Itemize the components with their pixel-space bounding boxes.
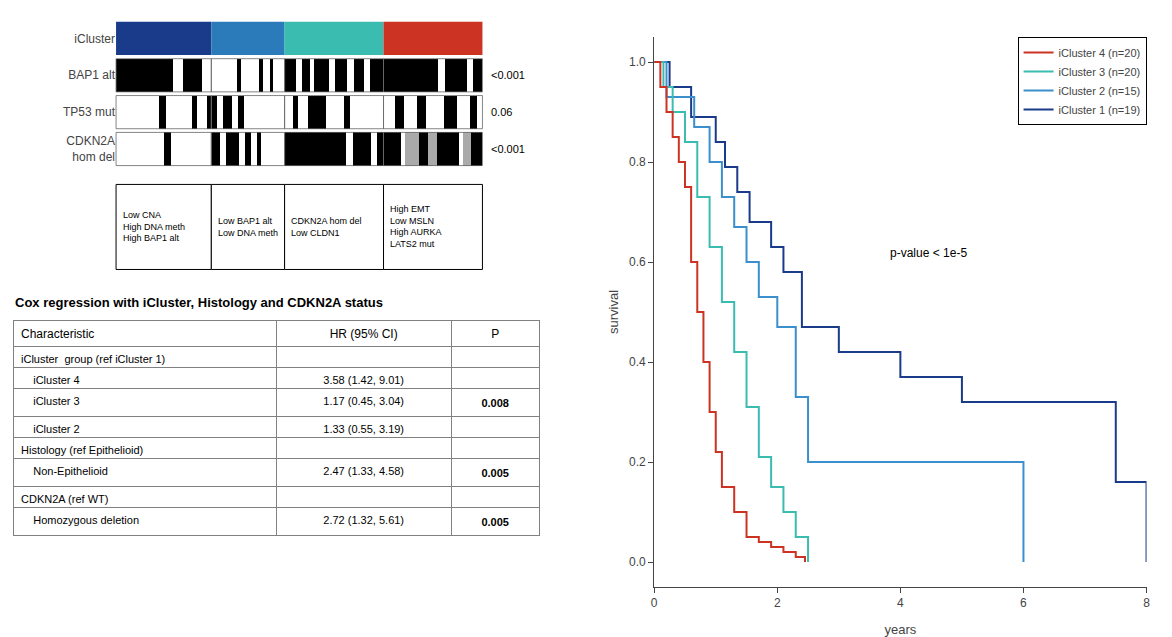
svg-text:0.4: 0.4: [629, 355, 646, 369]
svg-text:Characteristic: Characteristic: [21, 327, 94, 341]
svg-text:CDKN2A hom delLow CLDN1: CDKN2A hom delLow CLDN1: [291, 216, 362, 238]
svg-text:0.0: 0.0: [629, 555, 646, 569]
svg-text:6: 6: [1020, 596, 1027, 610]
svg-text:CDKN2A (ref WT): CDKN2A (ref WT): [21, 493, 108, 505]
svg-text:iCluster 2 (n=15): iCluster 2 (n=15): [1059, 85, 1141, 97]
svg-text:0.06: 0.06: [491, 106, 512, 118]
svg-text:2.72 (1.32, 5.61): 2.72 (1.32, 5.61): [323, 514, 404, 526]
svg-text:<0.001: <0.001: [491, 143, 525, 155]
svg-text:Homozygous deletion: Homozygous deletion: [21, 514, 139, 526]
svg-text:iCluster 4: iCluster 4: [21, 374, 80, 386]
svg-text:iCluster group (ref iCluster: iCluster group (ref iCluster 1): [21, 353, 165, 365]
svg-text:High EMTLow MSLNHigh AURKALATS: High EMTLow MSLNHigh AURKALATS2 mut: [390, 204, 442, 249]
svg-text:3.58 (1.42, 9.01): 3.58 (1.42, 9.01): [323, 374, 404, 386]
svg-text:0.005: 0.005: [481, 516, 509, 528]
svg-text:Non-Epithelioid: Non-Epithelioid: [21, 465, 108, 477]
svg-text:<0.001: <0.001: [491, 69, 525, 81]
svg-text:0.2: 0.2: [629, 455, 646, 469]
svg-text:1.33 (0.55, 3.19): 1.33 (0.55, 3.19): [323, 423, 404, 435]
svg-text:CDKN2Ahom del: CDKN2Ahom del: [66, 134, 115, 164]
svg-text:Low CNAHigh DNA methHigh BAP1: Low CNAHigh DNA methHigh BAP1 alt: [123, 210, 185, 243]
svg-text:TP53 mut: TP53 mut: [63, 105, 116, 119]
svg-text:iCluster 1 (n=19): iCluster 1 (n=19): [1059, 104, 1141, 116]
svg-text:iCluster: iCluster: [74, 32, 115, 46]
svg-text:iCluster 2: iCluster 2: [21, 423, 80, 435]
svg-text:0: 0: [651, 596, 658, 610]
svg-text:P: P: [491, 327, 499, 341]
svg-text:years: years: [884, 622, 916, 637]
svg-text:Low BAP1 altLow DNA meth: Low BAP1 altLow DNA meth: [218, 216, 278, 238]
svg-text:survival: survival: [606, 290, 621, 334]
svg-text:iCluster 4 (n=20): iCluster 4 (n=20): [1059, 47, 1141, 59]
svg-text:p-value < 1e-5: p-value < 1e-5: [890, 246, 967, 260]
svg-text:1.17 (0.45, 3.04): 1.17 (0.45, 3.04): [323, 395, 404, 407]
svg-text:HR (95% CI): HR (95% CI): [330, 327, 398, 341]
svg-text:iCluster 3 (n=20): iCluster 3 (n=20): [1059, 66, 1141, 78]
svg-text:1.0: 1.0: [629, 55, 646, 69]
svg-text:2: 2: [774, 596, 781, 610]
svg-text:8: 8: [1143, 596, 1150, 610]
svg-text:2.47 (1.33, 4.58): 2.47 (1.33, 4.58): [323, 465, 404, 477]
svg-text:BAP1 alt: BAP1 alt: [68, 68, 115, 82]
svg-text:iCluster 3: iCluster 3: [21, 395, 80, 407]
svg-text:0.8: 0.8: [629, 155, 646, 169]
svg-text:4: 4: [897, 596, 904, 610]
svg-text:0.008: 0.008: [481, 397, 509, 409]
svg-text:0.6: 0.6: [629, 255, 646, 269]
svg-text:0.005: 0.005: [481, 467, 509, 479]
svg-text:Cox regression with iCluster,: Cox regression with iCluster, Histology …: [15, 295, 383, 310]
svg-text:Histology (ref Epithelioid): Histology (ref Epithelioid): [21, 444, 143, 456]
